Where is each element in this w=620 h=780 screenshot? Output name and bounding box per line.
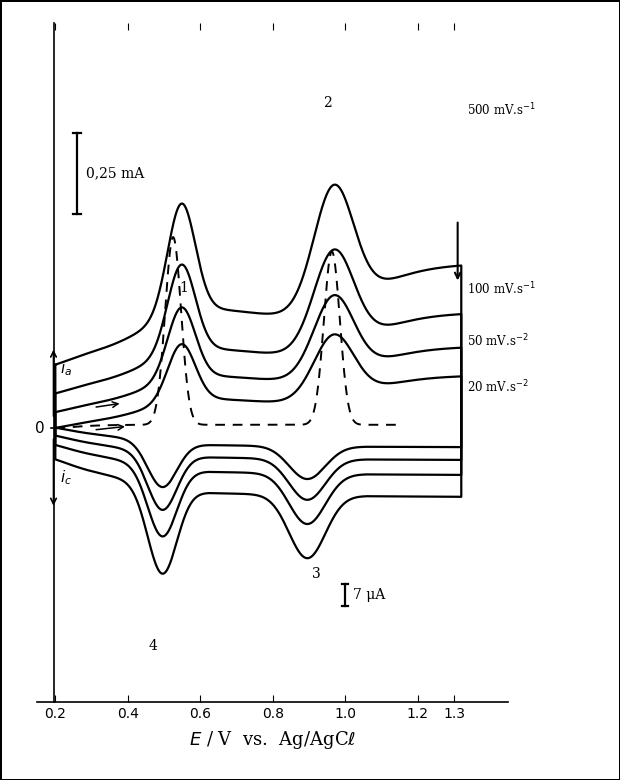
Text: http://qnint.sbq.org.br: http://qnint.sbq.org.br [472,761,614,774]
Text: 0,25 mA: 0,25 mA [86,167,144,180]
Text: 100 mV.s$^{-1}$: 100 mV.s$^{-1}$ [467,281,536,297]
Text: 500 mV.s$^{-1}$: 500 mV.s$^{-1}$ [467,101,536,119]
Text: 1: 1 [180,281,188,295]
Text: $i_c$: $i_c$ [60,469,72,488]
Text: 3: 3 [312,567,321,581]
Text: 20 mV.s$^{-2}$: 20 mV.s$^{-2}$ [467,379,528,395]
Text: $0$: $0$ [34,420,45,436]
Text: 4: 4 [149,639,157,653]
Text: 2: 2 [323,96,332,110]
Text: 50 mV.s$^{-2}$: 50 mV.s$^{-2}$ [467,333,528,349]
X-axis label: $E$ / V  vs.  Ag/AgC$\ell$: $E$ / V vs. Ag/AgC$\ell$ [189,729,356,751]
Text: $i_a$: $i_a$ [60,359,72,378]
Text: SBQ: SBQ [6,761,34,774]
Text: 7 μA: 7 μA [353,588,386,602]
